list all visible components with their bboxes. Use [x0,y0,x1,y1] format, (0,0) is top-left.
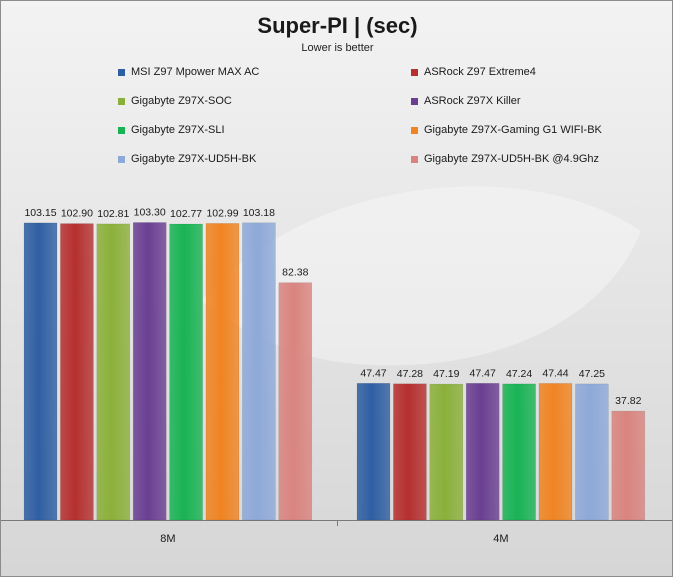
legend-item-1: MSI Z97 Mpower MAX AC [118,65,259,79]
legend-item-6: Gigabyte Z97X-Gaming G1 WIFI-BK [411,123,602,137]
bar-8M-series-1 [23,222,58,521]
bar-4M-series-8 [611,410,646,521]
bar-8M-series-4 [132,222,167,521]
legend-label-6: Gigabyte Z97X-Gaming G1 WIFI-BK [424,124,602,136]
value-label-8M-series-2: 102.90 [61,208,93,220]
legend-label-5: Gigabyte Z97X-SLI [131,124,225,136]
value-label-8M-series-4: 103.30 [134,207,166,219]
legend-label-4: ASRock Z97X Killer [424,95,521,107]
legend-swatch-7 [118,155,125,163]
value-label-8M-series-3: 102.81 [97,208,129,220]
chart-title: Super-PI | (sec) [257,13,418,38]
bar-4M-series-6 [538,383,573,521]
legend-label-2: ASRock Z97 Extreme4 [424,66,536,78]
bar-4M-series-3 [429,383,464,521]
value-label-4M-series-3: 47.19 [433,368,459,380]
chart-subtitle: Lower is better [301,42,374,54]
legend-item-7: Gigabyte Z97X-UD5H-BK [118,152,256,166]
bar-8M-series-6 [205,223,240,521]
bar-4M-series-1 [356,383,391,521]
category-label-8M: 8M [160,533,175,545]
legend-swatch-5 [118,126,125,134]
legend-item-4: ASRock Z97X Killer [411,94,521,108]
legend-item-5: Gigabyte Z97X-SLI [118,123,225,137]
legend-label-3: Gigabyte Z97X-SOC [131,95,232,107]
legend-swatch-6 [411,126,418,134]
legend-label-8: Gigabyte Z97X-UD5H-BK @4.9Ghz [424,153,600,165]
legend-swatch-8 [411,155,418,163]
legend-label-7: Gigabyte Z97X-UD5H-BK [131,153,257,165]
bar-4M-series-5 [502,383,536,521]
value-label-4M-series-4: 47.47 [470,367,496,379]
legend-item-3: Gigabyte Z97X-SOC [118,94,232,108]
legend-item-2: ASRock Z97 Extreme4 [411,65,536,79]
bar-4M-series-7 [575,383,609,521]
category-label-4M: 4M [493,533,508,545]
value-label-4M-series-5: 47.24 [506,368,532,380]
value-label-4M-series-2: 47.28 [397,368,423,380]
bar-4M-series-4 [465,383,500,521]
bar-8M-series-2 [60,223,94,521]
value-label-8M-series-8: 82.38 [282,267,308,279]
value-label-8M-series-1: 103.15 [24,207,56,219]
legend-swatch-2 [411,68,418,76]
value-label-4M-series-6: 47.44 [542,367,568,379]
value-label-4M-series-1: 47.47 [360,367,386,379]
bar-8M-series-5 [169,223,203,521]
value-label-4M-series-8: 37.82 [615,395,641,407]
legend-item-8: Gigabyte Z97X-UD5H-BK @4.9Ghz [411,152,599,166]
legend-swatch-4 [411,97,418,105]
value-label-8M-series-5: 102.77 [170,208,202,220]
value-label-8M-series-6: 102.99 [206,207,238,219]
bar-8M-series-3 [96,223,131,521]
legend-swatch-3 [118,97,125,105]
legend-label-1: MSI Z97 Mpower MAX AC [131,66,260,78]
value-label-8M-series-7: 103.18 [243,207,275,219]
value-label-4M-series-7: 47.25 [579,368,605,380]
bar-8M-series-8 [278,282,313,521]
bar-4M-series-2 [393,383,427,521]
bar-8M-series-7 [242,222,276,521]
legend-swatch-1 [118,68,125,76]
